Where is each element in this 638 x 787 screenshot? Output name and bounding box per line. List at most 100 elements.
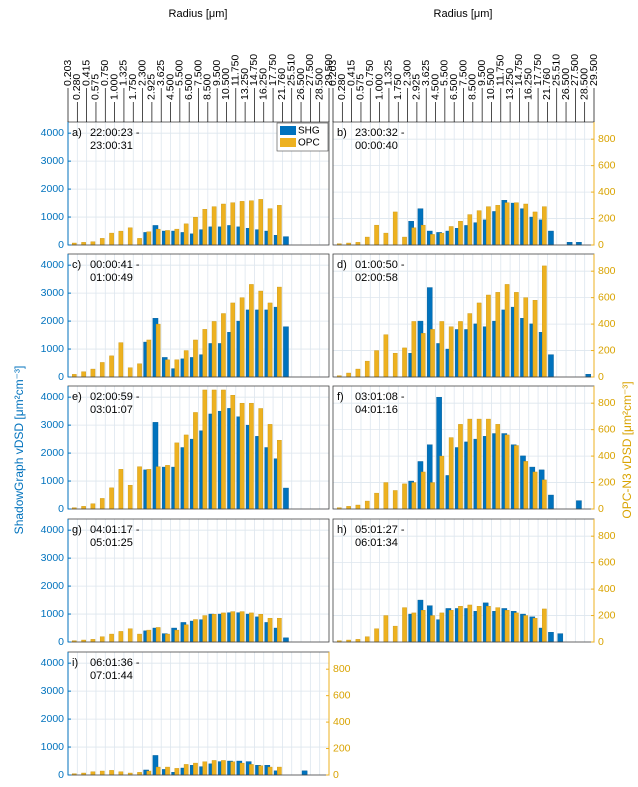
x-tick-label: 10.500: [220, 68, 232, 100]
opc-bar: [109, 633, 114, 643]
opc-bar: [383, 615, 389, 643]
panel-title: 06:01:34: [355, 537, 398, 549]
opc-bar: [495, 607, 501, 643]
x-tick-label: 0.415: [80, 60, 92, 86]
opc-bar: [458, 606, 463, 643]
x-tick-label: 2.300: [136, 60, 148, 86]
y-tick-label: 3000: [41, 685, 65, 697]
x-tick-label: 21.760: [276, 68, 288, 100]
x-tick-label: 7.500: [192, 60, 204, 86]
opc-bar: [420, 610, 426, 643]
opc-bar: [146, 469, 152, 510]
opc-bar: [542, 206, 547, 246]
panel-title: 03:01:07: [90, 404, 133, 416]
y2-tick-label: 200: [333, 742, 351, 754]
x-tick-label: 3.625: [420, 60, 432, 86]
opc-bar: [221, 612, 226, 643]
opc-bar: [127, 628, 133, 643]
opc-bar: [267, 766, 273, 776]
panel-title: 23:00:31: [90, 140, 133, 152]
x-tick-label: 7.500: [457, 60, 469, 86]
opc-bar: [448, 610, 454, 643]
opc-bar: [355, 368, 361, 378]
opc-bar: [99, 636, 105, 643]
opc-bar: [448, 437, 454, 510]
y2-tick-label: 600: [598, 291, 616, 303]
opc-bar: [109, 487, 114, 510]
panel-label: e): [72, 391, 82, 403]
opc-bar: [355, 504, 361, 510]
shg-bar: [283, 487, 289, 510]
x-axis-label: Radius [μm]: [169, 8, 228, 20]
opc-bar: [174, 768, 180, 776]
opc-bar: [221, 313, 226, 378]
opc-bar: [202, 329, 208, 378]
x-tick-label: 2.925: [411, 74, 423, 100]
panel-title: 01:00:50 -: [355, 259, 405, 271]
y-tick-label: 4000: [41, 524, 65, 536]
opc-bar: [193, 217, 198, 246]
opc-bar: [467, 313, 473, 378]
y2-tick-label: 0: [598, 503, 604, 515]
x-tick-label: 8.500: [467, 74, 479, 100]
opc-bar: [346, 372, 351, 378]
legend-swatch: [280, 138, 296, 147]
y2-tick-label: 600: [598, 556, 616, 568]
y-tick-label: 3000: [41, 287, 65, 299]
y-tick-label: 0: [58, 636, 64, 648]
opc-bar: [202, 615, 208, 643]
panel-title: 02:00:59 -: [90, 391, 140, 403]
panel-label: g): [72, 524, 82, 536]
opc-bar: [486, 606, 491, 643]
y-tick-label: 3000: [41, 552, 65, 564]
opc-bar: [81, 371, 86, 378]
opc-bar: [109, 770, 114, 776]
opc-bar: [183, 764, 189, 776]
panel-label: c): [72, 259, 81, 271]
opc-bar: [165, 465, 170, 510]
opc-bar: [183, 624, 189, 643]
shg-bar: [566, 242, 573, 246]
opc-bar: [267, 302, 273, 378]
opc-bar: [420, 333, 426, 378]
opc-bar: [118, 469, 124, 510]
opc-bar: [202, 389, 208, 510]
y-tick-label: 0: [58, 503, 64, 515]
x-tick-label: 25.510: [285, 54, 297, 86]
panel-title: 04:01:16: [355, 404, 398, 416]
x-tick-label: 6.500: [183, 74, 195, 100]
opc-bar: [239, 611, 245, 643]
x-tick-label: 0.280: [71, 74, 83, 100]
opc-bar: [239, 201, 245, 246]
y-tick-label: 2000: [41, 580, 65, 592]
panel-title: 02:00:58: [355, 272, 398, 284]
x-tick-label: 13.250: [504, 68, 516, 100]
opc-bar: [230, 761, 236, 776]
y-tick-label: 4000: [41, 657, 65, 669]
opc-bar: [230, 202, 236, 246]
y-tick-label: 1000: [41, 608, 65, 620]
opc-bar: [211, 389, 217, 510]
x-tick-label: 2.300: [401, 60, 413, 86]
opc-bar: [183, 223, 189, 246]
opc-bar: [392, 490, 398, 510]
opc-bar: [211, 614, 217, 643]
panel-label: h): [337, 524, 347, 536]
panel-label: f): [337, 391, 344, 403]
opc-bar: [439, 232, 445, 246]
opc-bar: [90, 503, 96, 510]
opc-bar: [402, 347, 407, 378]
x-tick-label: 3.625: [155, 60, 167, 86]
y2-tick-label: 400: [598, 186, 616, 198]
opc-bar: [249, 200, 254, 246]
opc-bar: [532, 211, 538, 246]
y-tick-label: 3000: [41, 155, 65, 167]
opc-bar: [202, 761, 208, 776]
panel-title: 06:01:36 -: [90, 657, 140, 669]
opc-bar: [430, 329, 435, 378]
opc-bar: [137, 633, 142, 643]
y2-tick-label: 200: [598, 609, 616, 621]
x-tick-label: 29.500: [323, 54, 335, 86]
x-tick-label: 0.575: [90, 74, 102, 100]
opc-bar: [137, 466, 142, 510]
